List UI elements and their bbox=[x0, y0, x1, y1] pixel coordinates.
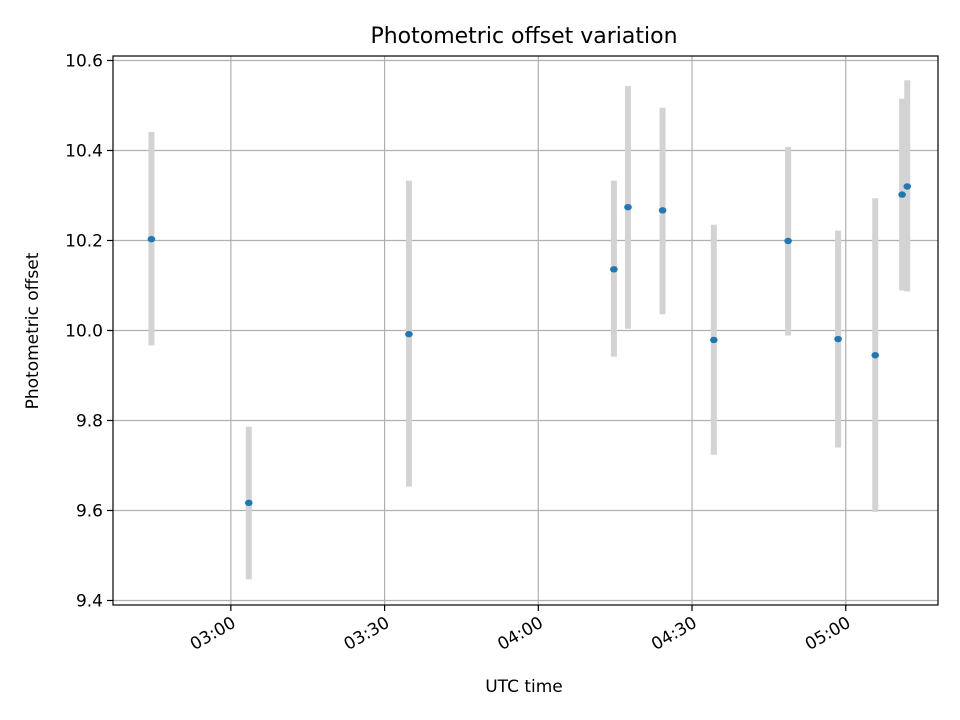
data-point bbox=[710, 336, 718, 344]
y-tick-label: 10.2 bbox=[65, 232, 103, 252]
chart-title: Photometric offset variation bbox=[370, 24, 677, 49]
y-tick-label: 10.4 bbox=[65, 142, 103, 162]
y-tick-label: 9.4 bbox=[76, 592, 103, 612]
data-point bbox=[244, 499, 253, 507]
data-point bbox=[147, 235, 156, 243]
y-tick-label: 9.6 bbox=[76, 502, 103, 522]
data-point bbox=[898, 191, 906, 198]
data-point bbox=[784, 237, 792, 245]
y-axis-ticks: 9.4 9.6 9.8 10.0 10.2 10.4 10.6 bbox=[65, 52, 113, 612]
data-point bbox=[405, 330, 413, 338]
data-points bbox=[147, 183, 912, 507]
x-axis-label: UTC time bbox=[485, 677, 563, 697]
data-point bbox=[658, 207, 667, 214]
data-point bbox=[834, 335, 842, 343]
y-tick-label: 9.8 bbox=[76, 412, 103, 432]
data-point bbox=[903, 183, 912, 190]
data-point bbox=[624, 204, 632, 211]
y-tick-label: 10.6 bbox=[65, 52, 103, 72]
data-point bbox=[871, 352, 880, 359]
y-tick-label: 10.0 bbox=[65, 322, 103, 342]
y-axis-label: Photometric offset bbox=[23, 252, 43, 409]
data-point bbox=[610, 266, 618, 273]
